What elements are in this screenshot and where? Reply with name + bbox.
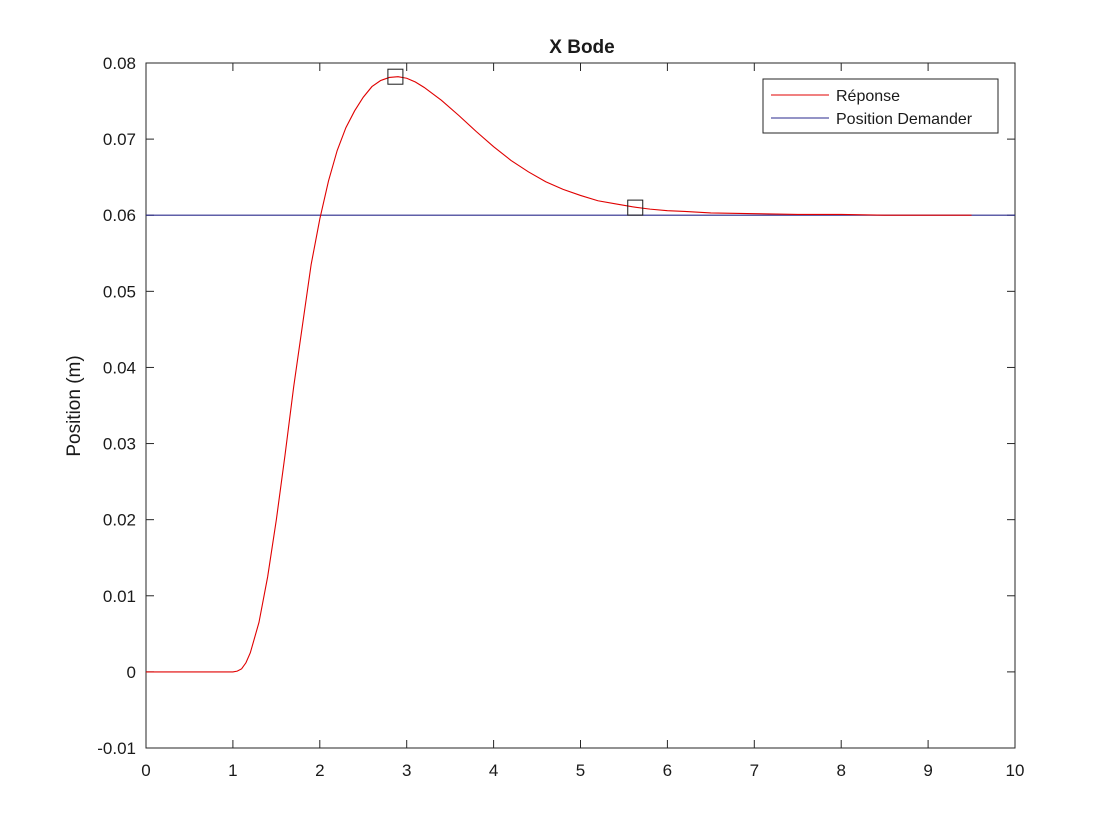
y-tick-label: 0.03 — [103, 435, 136, 454]
x-tick-label: 9 — [923, 761, 932, 780]
x-tick-label: 10 — [1006, 761, 1025, 780]
marker-square — [387, 68, 404, 85]
x-tick-label: 6 — [663, 761, 672, 780]
y-tick-label: 0.01 — [103, 587, 136, 606]
x-tick-label: 3 — [402, 761, 411, 780]
y-tick-label: 0.07 — [103, 130, 136, 149]
y-tick-label: 0.05 — [103, 282, 136, 301]
legend: Réponse Position Demander — [762, 78, 999, 134]
y-tick-label: 0.08 — [103, 54, 136, 73]
y-tick-label: 0.06 — [103, 206, 136, 225]
legend-box — [762, 78, 999, 134]
series-line-r-ponse — [146, 76, 972, 673]
y-axis-label: Position (m) — [64, 355, 85, 456]
plot-area: 0 1 2 3 4 5 6 7 8 9 10 -0.01 0 0.01 0.02 0.03 0.04 0.05 0.… — [97, 54, 1024, 780]
x-tick-label: 7 — [750, 761, 759, 780]
y-tick-label: 0 — [127, 663, 136, 682]
chart-title: X Bode — [549, 37, 614, 58]
legend-entry-label: Position Demander — [836, 111, 973, 128]
y-tick-label: -0.01 — [97, 739, 136, 758]
x-tick-label: 8 — [836, 761, 845, 780]
y-tick-label: 0.04 — [103, 358, 136, 377]
y-tick-label: 0.02 — [103, 511, 136, 530]
marker-square — [627, 199, 644, 216]
x-tick-label: 4 — [489, 761, 498, 780]
legend-entry-label: Réponse — [836, 88, 900, 105]
x-tick-label: 5 — [576, 761, 585, 780]
x-tick-label: 2 — [315, 761, 324, 780]
x-tick-label: 1 — [228, 761, 237, 780]
x-tick-label: 0 — [141, 761, 150, 780]
